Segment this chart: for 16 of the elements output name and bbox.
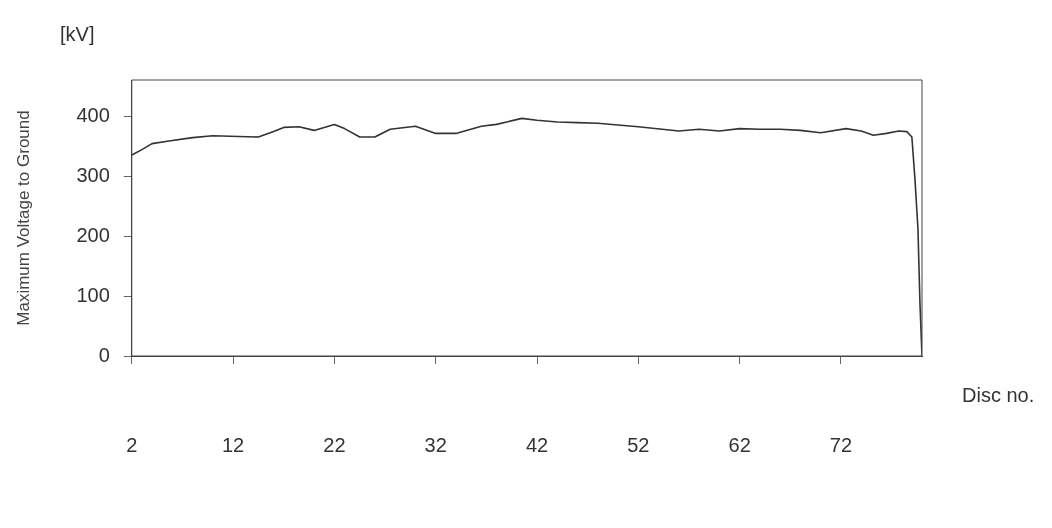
x-tick-label: 2: [126, 433, 138, 456]
x-tick-label: 62: [728, 433, 751, 456]
y-tick-label: 400: [76, 103, 110, 126]
x-tick-label: 72: [829, 433, 853, 456]
x-tick-label: 52: [627, 433, 650, 456]
x-tick-label: 12: [221, 433, 245, 456]
y-tick-label: 100: [76, 283, 110, 306]
x-tick-label: 22: [323, 433, 346, 456]
y-axis-title: Maximum Voltage to Ground: [13, 110, 33, 326]
x-tick-label: 32: [424, 433, 447, 456]
y-tick-label: 200: [76, 223, 110, 246]
x-axis-title: Disc no.: [962, 383, 1035, 406]
x-tick-label: 42: [525, 433, 549, 456]
text: [kV]: [60, 22, 95, 45]
y-tick-label: 0: [98, 343, 110, 366]
y-tick-label: 300: [76, 163, 110, 186]
